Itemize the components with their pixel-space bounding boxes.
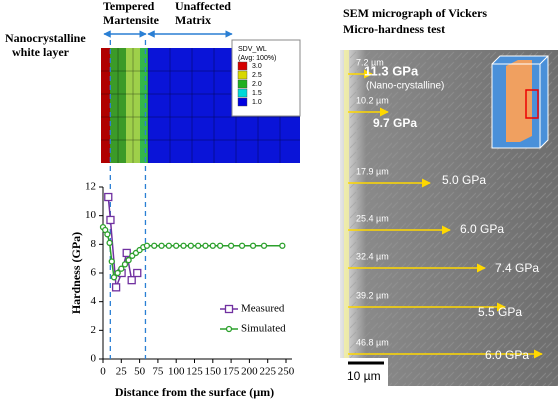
zone-label: white layer	[12, 45, 70, 59]
legend-label: 2.0	[252, 81, 262, 88]
marker	[210, 243, 215, 248]
legend-swatch	[238, 98, 247, 106]
x-axis-label: Distance from the surface (µm)	[115, 385, 274, 399]
contour-legend: SDV_WL (Avg: 100%) 3.0 2.5 2.0 1.5 1.0	[232, 40, 300, 116]
y-tick-label: 0	[91, 353, 97, 365]
depth-label: 10.2 µm	[356, 95, 389, 105]
x-tick-label: 25	[116, 366, 128, 378]
marker	[262, 243, 267, 248]
marker	[107, 240, 112, 245]
x-tick-label: 175	[223, 366, 240, 378]
marker	[174, 243, 179, 248]
marker	[159, 243, 164, 248]
marker	[122, 262, 127, 267]
marker	[280, 243, 285, 248]
y-tick-label: 8	[91, 238, 97, 250]
x-tick-label: 200	[241, 366, 258, 378]
sem-title: SEM micrograph of Vickers	[343, 6, 487, 20]
legend-title: SDV_WL	[238, 46, 267, 53]
scale-label: 10 µm	[347, 369, 381, 383]
marker	[181, 243, 186, 248]
zone-label: Unaffected	[175, 0, 231, 13]
marker	[188, 243, 193, 248]
marker	[107, 216, 114, 223]
legend-swatch	[238, 71, 247, 79]
figure: Nanocrystalline white layer Tempered Mar…	[0, 0, 558, 408]
sem-title: Micro-hardness test	[343, 22, 445, 36]
legend-label: 1.5	[252, 90, 262, 97]
legend-swatch	[238, 80, 247, 88]
marker	[144, 243, 149, 248]
marker	[111, 275, 116, 280]
marker	[240, 243, 245, 248]
legend-marker	[226, 306, 233, 313]
hardness-label: 11.3 GPa	[364, 63, 419, 78]
legend-title: (Avg: 100%)	[238, 55, 276, 62]
marker	[166, 243, 171, 248]
hardness-label: 7.4 GPa	[495, 261, 539, 275]
x-tick-label: 150	[205, 366, 222, 378]
zone-label: Martensite	[103, 13, 160, 27]
hardness-label: 5.0 GPa	[442, 173, 486, 187]
marker	[218, 243, 223, 248]
hardness-label: 6.0 GPa	[485, 348, 529, 362]
zone-label: Matrix	[175, 13, 211, 27]
marker	[115, 271, 120, 276]
marker	[128, 277, 135, 284]
x-tick-label: 100	[168, 366, 185, 378]
x-tick-label: 0	[100, 366, 106, 378]
marker	[203, 243, 208, 248]
hardness-label: 9.7 GPa	[373, 116, 417, 130]
depth-label: 39.2 µm	[356, 290, 389, 300]
y-tick-label: 12	[85, 181, 96, 193]
marker	[229, 243, 234, 248]
zone-label: Nanocrystalline	[5, 31, 86, 45]
y-axis-label: Hardness (GPa)	[69, 232, 83, 314]
sem-note: (Nano-crystalline)	[366, 81, 444, 92]
zone-label: Tempered	[103, 0, 155, 13]
marker	[119, 266, 124, 271]
depth-label: 17.9 µm	[356, 166, 389, 176]
x-tick-label: 125	[186, 366, 203, 378]
depth-label: 25.4 µm	[356, 213, 389, 223]
legend-label: Measured	[241, 303, 285, 315]
marker	[109, 259, 114, 264]
y-tick-label: 2	[91, 324, 97, 336]
marker	[105, 232, 110, 237]
legend-swatch	[238, 62, 247, 70]
marker	[134, 270, 141, 277]
legend-label: 1.0	[252, 99, 262, 106]
legend-swatch	[238, 89, 247, 97]
y-tick-label: 4	[91, 295, 97, 307]
y-tick-label: 10	[85, 209, 97, 221]
x-tick-label: 225	[259, 366, 276, 378]
marker	[251, 243, 256, 248]
depth-label: 32.4 µm	[356, 251, 389, 261]
legend-label: 3.0	[252, 63, 262, 70]
x-tick-label: 75	[152, 366, 164, 378]
marker	[105, 194, 112, 201]
depth-label: 46.8 µm	[356, 337, 389, 347]
hardness-label: 5.5 GPa	[478, 305, 522, 319]
marker	[113, 284, 120, 291]
hardness-label: 6.0 GPa	[460, 222, 504, 236]
marker	[152, 243, 157, 248]
x-tick-label: 250	[278, 366, 295, 378]
x-tick-label: 50	[134, 366, 146, 378]
marker	[126, 258, 131, 263]
marker	[196, 243, 201, 248]
legend-label: Simulated	[241, 323, 286, 335]
legend-label: 2.5	[252, 72, 262, 79]
legend-marker	[227, 327, 232, 332]
y-tick-label: 6	[91, 267, 97, 279]
